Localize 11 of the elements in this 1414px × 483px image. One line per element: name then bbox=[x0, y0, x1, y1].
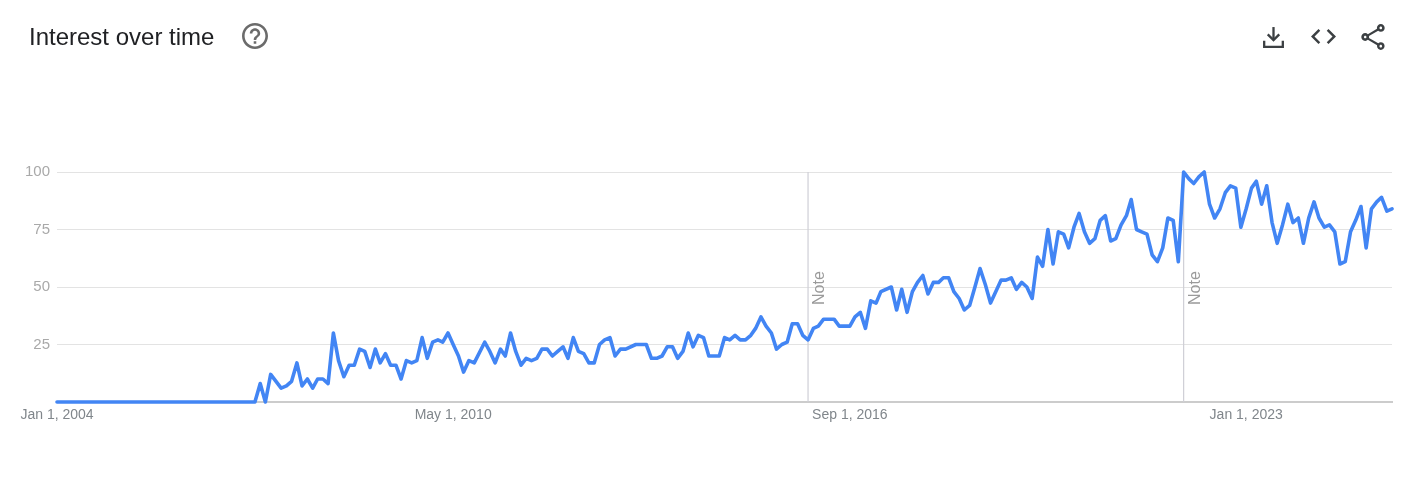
ref-line-label: Note bbox=[810, 271, 828, 305]
ref-line-label: Note bbox=[1186, 271, 1204, 305]
y-tick-label: 100 bbox=[24, 162, 50, 180]
y-tick-label: 50 bbox=[33, 277, 50, 295]
y-tick-label: 75 bbox=[33, 219, 50, 237]
y-tick-label: 25 bbox=[33, 334, 50, 352]
x-tick-label: Jan 1, 2004 bbox=[20, 406, 94, 423]
chart-title: Interest over time bbox=[29, 23, 215, 51]
x-tick-label: Sep 1, 2016 bbox=[812, 406, 888, 423]
x-tick-label: Jan 1, 2023 bbox=[1209, 406, 1283, 423]
x-tick-label: May 1, 2010 bbox=[414, 406, 492, 423]
